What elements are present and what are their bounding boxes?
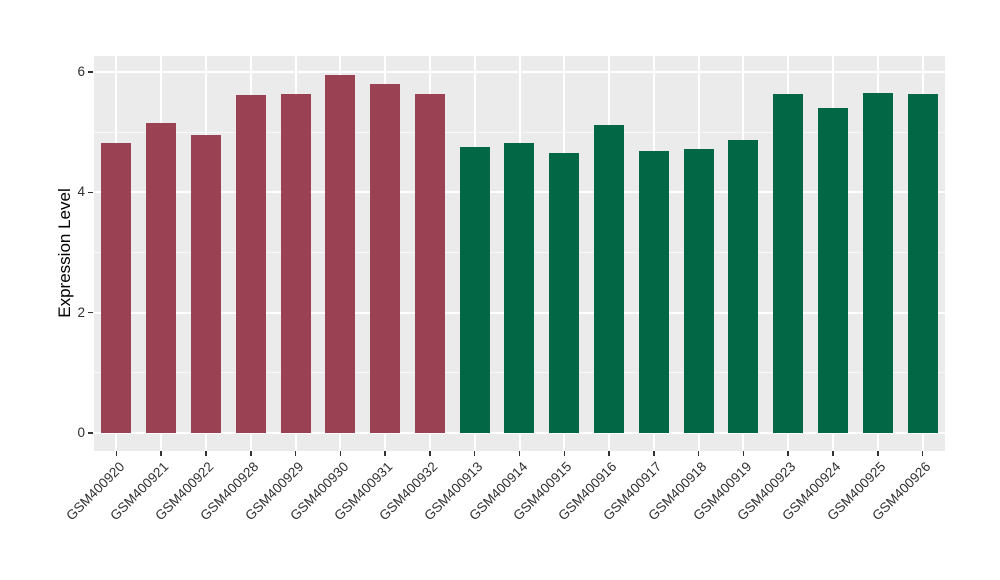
bar-GSM400922 [190,135,221,433]
x-tick-mark [205,451,207,456]
y-tick-mark [88,191,93,194]
x-tick-mark [294,451,297,456]
bar-GSM400923 [773,94,804,433]
bar-GSM400924 [818,108,849,433]
bar-GSM400915 [549,153,580,433]
bar-GSM400917 [638,151,669,433]
bar-GSM400919 [728,139,759,433]
bar-GSM400929 [280,94,311,433]
bar-GSM400931 [370,84,401,433]
y-tick-mark [88,311,93,314]
x-tick-mark [250,451,252,456]
bar-GSM400932 [414,94,445,433]
bar-GSM400916 [594,124,625,433]
y-tick-mark [88,71,93,73]
y-tick-label: 0 [77,424,85,440]
x-tick-mark [473,451,476,456]
bar-GSM400926 [907,94,938,433]
x-tick-mark [115,451,118,456]
x-tick-mark [697,451,700,456]
x-tick-mark [563,451,566,456]
x-tick-mark [384,451,386,456]
x-tick-mark [160,451,162,456]
bar-GSM400928 [235,95,266,433]
y-tick-mark [88,432,93,434]
x-tick-mark [429,451,431,456]
bar-GSM400930 [325,74,356,433]
bar-GSM400918 [683,149,714,433]
x-tick-mark [742,451,745,456]
x-tick-mark [921,451,924,456]
bar-GSM400921 [146,123,177,433]
x-tick-mark [339,451,342,456]
y-tick-label: 2 [77,304,85,320]
x-tick-mark [877,451,879,456]
bar-GSM400913 [459,146,490,433]
x-tick-mark [653,451,655,456]
x-tick-mark [608,451,610,456]
x-tick-mark [787,451,789,456]
y-tick-label: 4 [77,184,85,200]
bar-GSM400920 [101,143,132,433]
y-tick-label: 6 [77,64,85,80]
bar-GSM400914 [504,143,535,433]
x-tick-mark [518,451,521,456]
y-axis-title: Expression Level [55,188,74,318]
x-tick-mark [832,451,834,456]
bar-GSM400925 [862,93,893,433]
plot-panel [94,56,945,451]
